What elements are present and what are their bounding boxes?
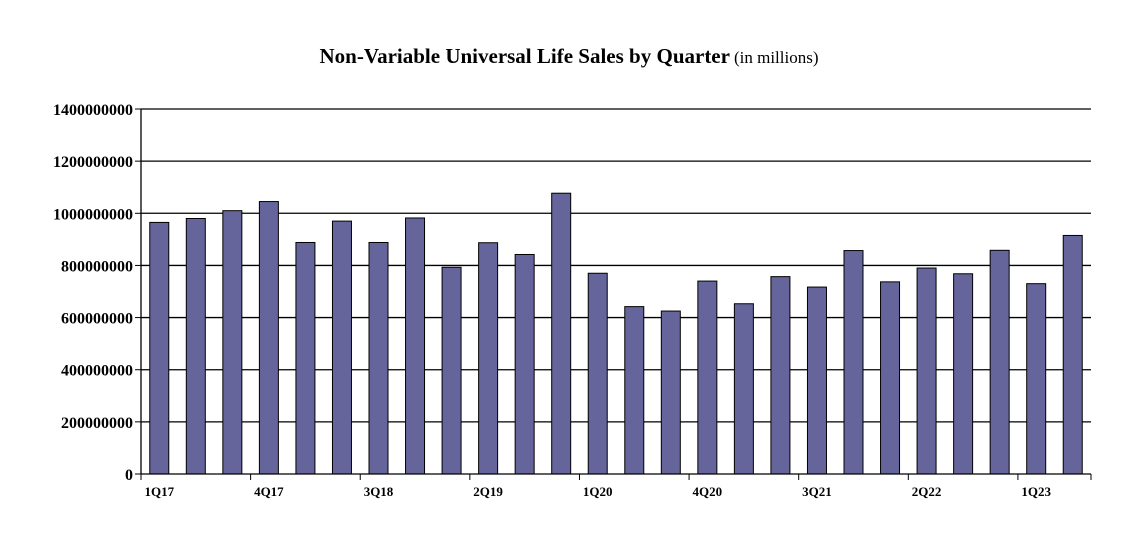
bar — [222, 210, 243, 475]
y-tick-label: 1400000000 — [53, 102, 133, 119]
bar — [660, 310, 681, 475]
y-tick-label: 1200000000 — [53, 154, 133, 171]
chart-subtitle: (in millions) — [733, 48, 819, 67]
bar — [514, 253, 535, 475]
bar — [185, 218, 206, 475]
x-tick-label: 2Q22 — [912, 484, 942, 499]
bar — [478, 242, 499, 475]
y-tick-label: 600000000 — [61, 311, 133, 328]
bar — [441, 266, 462, 475]
bar — [916, 267, 937, 475]
y-tick-label: 200000000 — [61, 415, 133, 432]
bar — [624, 306, 645, 475]
bar — [843, 250, 864, 475]
x-tick-label: 1Q23 — [1021, 484, 1051, 499]
bar — [258, 201, 279, 475]
bar — [880, 281, 901, 475]
y-tick-label: 1000000000 — [53, 206, 133, 223]
bar — [295, 241, 316, 475]
bar — [989, 249, 1010, 475]
bar — [770, 276, 791, 475]
bar — [368, 241, 389, 475]
bar — [806, 286, 827, 475]
y-tick-label: 400000000 — [61, 363, 133, 380]
bar — [1062, 234, 1083, 475]
bar — [551, 192, 572, 475]
bar — [331, 220, 352, 475]
x-tick-label: 1Q17 — [144, 484, 174, 499]
x-tick-label: 4Q17 — [254, 484, 284, 499]
x-tick-label: 3Q21 — [802, 484, 832, 499]
bar — [149, 221, 170, 475]
axes — [140, 109, 1091, 475]
chart-title: Non-Variable Universal Life Sales by Qua… — [0, 44, 1138, 69]
y-tick-labels: 0 200000000 400000000 600000000 800000000 100… — [53, 102, 133, 484]
x-tick-label: 1Q20 — [583, 484, 613, 499]
x-tick-labels: 1Q17 4Q17 3Q18 2Q19 1Q20 4Q20 3Q21 2Q22 1Q23 — [140, 474, 1092, 499]
bar — [405, 217, 426, 475]
bar — [697, 280, 718, 475]
bars — [149, 192, 1083, 475]
bar — [1026, 283, 1047, 475]
x-tick-label: 3Q18 — [364, 484, 394, 499]
x-tick-label: 4Q20 — [693, 484, 723, 499]
chart-title-main: Non-Variable Universal Life Sales by Qua… — [319, 44, 730, 68]
x-tick-label: 2Q19 — [473, 484, 503, 499]
bar — [953, 273, 974, 475]
bar — [587, 272, 608, 475]
y-tick-label: 0 — [125, 467, 133, 484]
y-tick-label: 800000000 — [61, 258, 133, 275]
bar — [733, 303, 754, 475]
